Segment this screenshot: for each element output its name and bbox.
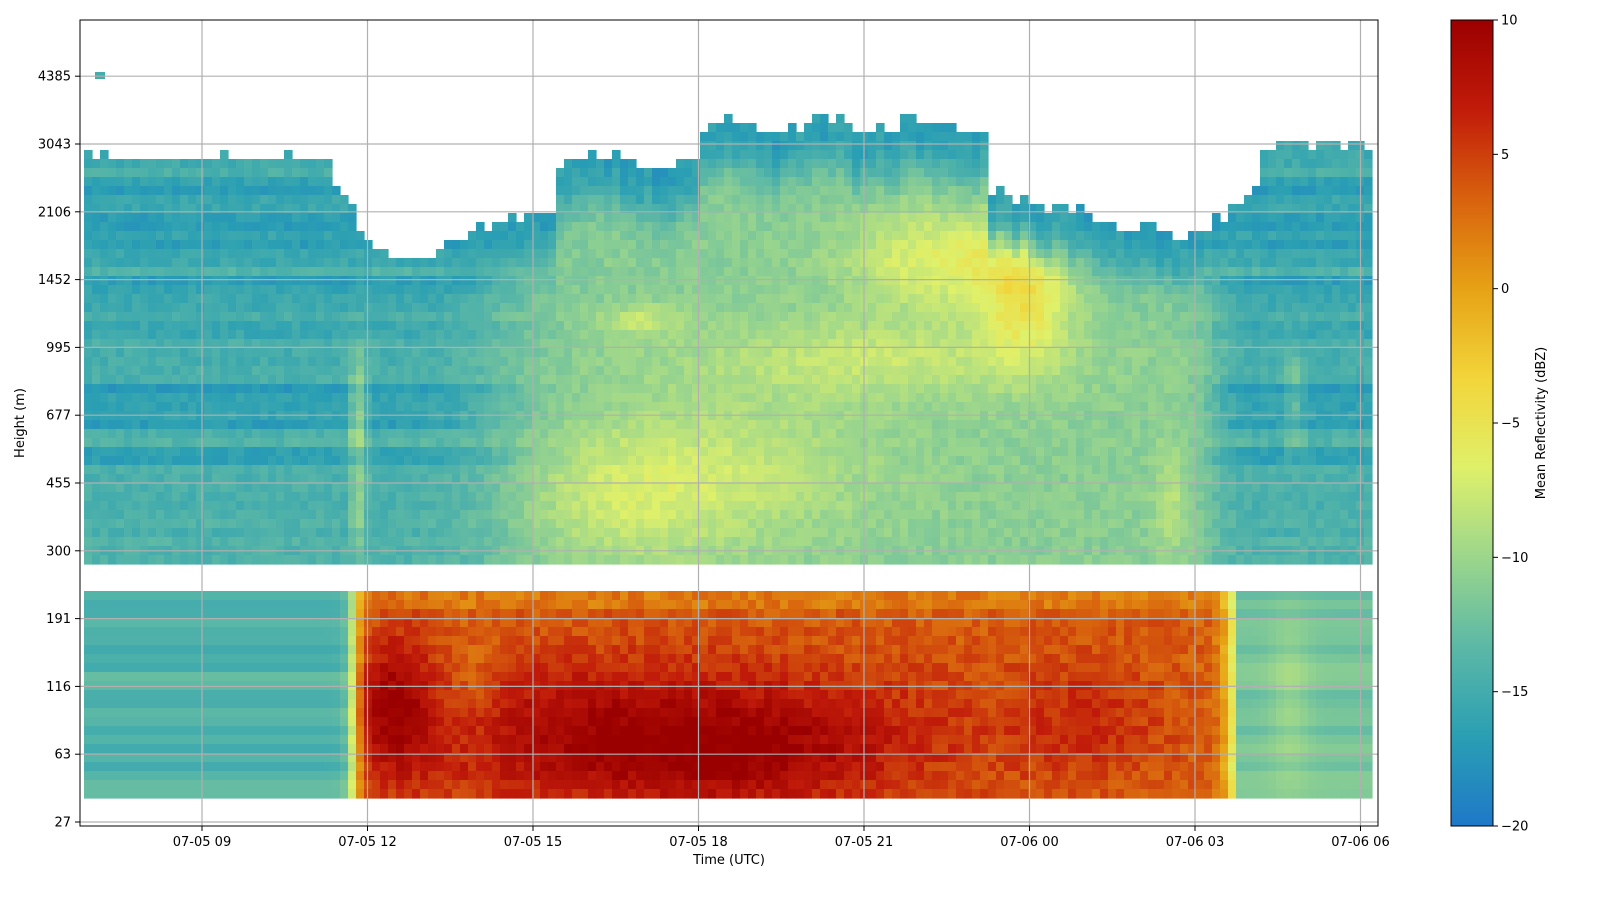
colorbar: [1450, 19, 1494, 827]
x-tick-label: 07-05 15: [504, 835, 562, 850]
y-tick-label: 116: [46, 680, 71, 695]
x-axis: 07-05 09 07-05 12 07-05 15 07-05 18 07-05 21…: [173, 826, 1390, 850]
y-tick-label: 2106: [38, 205, 71, 220]
y-tick-label: 455: [46, 477, 71, 492]
y-axis-label: Height (m): [13, 388, 28, 458]
y-tick-label: 1452: [38, 273, 71, 288]
colorbar-tick-label: 10: [1501, 14, 1518, 29]
y-tick-label: 4385: [38, 70, 71, 85]
x-tick-label: 07-05 18: [669, 835, 727, 850]
y-tick-label: 3043: [38, 138, 71, 153]
colorbar-tick-label: −10: [1501, 551, 1528, 566]
x-tick-label: 07-06 00: [1000, 835, 1058, 850]
y-axis: 27 63 116 191 300 455 677 995 1452 2106 3043 4385: [38, 70, 80, 831]
colorbar-ticks: 10 5 0 −5 −10 −15 −20: [1493, 14, 1528, 835]
grid-lines: [80, 20, 1378, 826]
colorbar-label: Mean Reflectivity (dBZ): [1534, 347, 1549, 500]
y-tick-label: 677: [46, 409, 71, 424]
x-tick-label: 07-06 03: [1166, 835, 1224, 850]
x-tick-label: 07-06 06: [1331, 835, 1389, 850]
x-tick-label: 07-05 12: [338, 835, 396, 850]
colorbar-tick-label: −5: [1501, 417, 1520, 432]
heatmap-field: [84, 72, 1373, 799]
isolated-echo: [95, 72, 105, 79]
colorbar-tick-label: −20: [1501, 820, 1528, 835]
y-tick-label: 63: [54, 748, 71, 763]
x-tick-label: 07-05 21: [835, 835, 893, 850]
y-tick-label: 995: [46, 341, 71, 356]
y-tick-label: 300: [46, 544, 71, 559]
x-axis-label: Time (UTC): [692, 853, 765, 868]
plot-frame: [79, 19, 1379, 827]
y-tick-label: 191: [46, 612, 71, 627]
y-tick-label: 27: [54, 816, 71, 831]
colorbar-tick-label: 0: [1501, 282, 1509, 297]
colorbar-tick-label: 5: [1501, 148, 1509, 163]
x-tick-label: 07-05 09: [173, 835, 231, 850]
colorbar-tick-label: −15: [1501, 685, 1528, 700]
